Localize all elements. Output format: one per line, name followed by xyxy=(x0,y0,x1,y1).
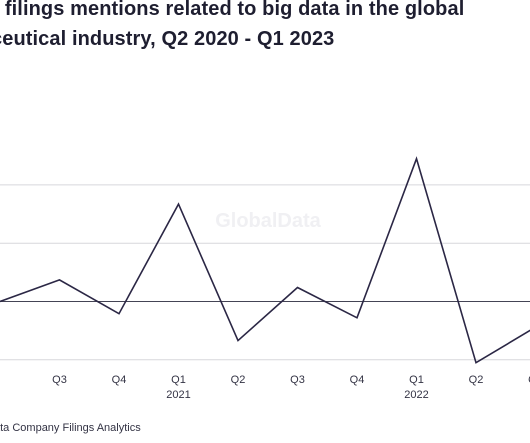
series-layer xyxy=(0,156,530,364)
series-line-0 xyxy=(0,156,530,364)
x-tick-label-5: Q4 xyxy=(350,374,365,386)
x-axis-ticks: Q3 Q4 Q1 2021 Q2 Q3 Q4 Q1 2022 Q2 Q3 xyxy=(52,374,530,401)
chart-title-line-2: ceutical industry, Q2 2020 - Q1 2023 xyxy=(0,28,335,50)
x-tick-label-8: Q3 xyxy=(528,374,530,386)
x-tick-label-0: Q3 xyxy=(52,374,67,386)
x-tick-label-3: Q2 xyxy=(231,374,246,386)
x-tick-year-2: 2021 xyxy=(166,389,190,401)
chart-title-line-1: y filings mentions related to big data i… xyxy=(0,0,465,20)
x-tick-label-4: Q3 xyxy=(290,374,305,386)
chart-title: y filings mentions related to big data i… xyxy=(0,0,528,54)
x-tick-label-7: Q2 xyxy=(469,374,484,386)
x-tick-label-1: Q4 xyxy=(112,374,127,386)
x-tick-label-6: Q1 xyxy=(409,374,424,386)
gridlines xyxy=(0,184,530,361)
x-tick-label-2: Q1 xyxy=(171,374,186,386)
globaldata-watermark: GlobalData xyxy=(215,210,321,232)
source-note: ata Company Filings Analytics xyxy=(0,422,141,434)
x-tick-year-6: 2022 xyxy=(404,389,428,401)
